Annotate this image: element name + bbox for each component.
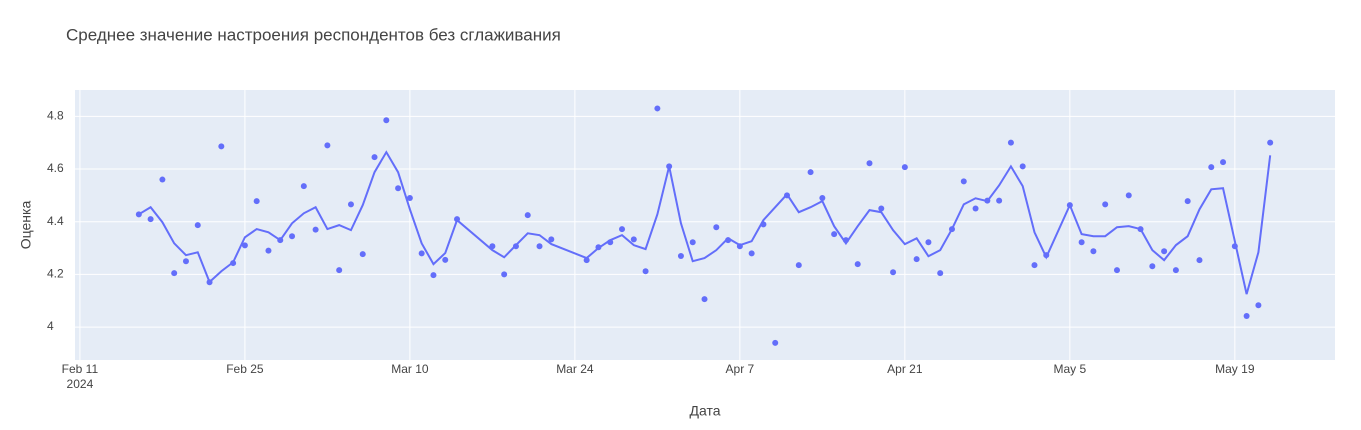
point (854, 261, 861, 268)
point (265, 247, 272, 254)
point (1184, 198, 1191, 205)
point (171, 270, 178, 277)
y-tick-label: 4.4 (47, 214, 64, 228)
point (1243, 313, 1250, 320)
point (324, 142, 331, 149)
point (925, 239, 932, 246)
point (772, 339, 779, 346)
point (713, 224, 720, 231)
y-tick-label: 4.6 (47, 161, 64, 175)
point (748, 250, 755, 257)
point (501, 271, 508, 278)
point (1078, 239, 1085, 246)
point (406, 195, 413, 201)
x-tick-year: 2024 (67, 377, 94, 391)
point (1125, 192, 1132, 199)
point (147, 216, 154, 223)
point (972, 205, 979, 212)
point (536, 243, 543, 250)
point (194, 222, 201, 229)
point (890, 269, 897, 276)
point (359, 251, 366, 258)
point (1161, 248, 1168, 255)
y-tick-label: 4.2 (47, 267, 64, 281)
chart-title: Среднее значение настроения респондентов… (66, 25, 561, 44)
point (913, 256, 920, 263)
point (241, 242, 248, 249)
x-tick-label: Apr 21 (887, 362, 923, 376)
point (430, 272, 437, 279)
point (383, 117, 390, 124)
point (1220, 159, 1227, 166)
point (996, 197, 1003, 204)
plot-area (75, 90, 1335, 360)
point (548, 236, 555, 243)
point (418, 250, 425, 257)
point (866, 160, 873, 167)
x-tick-label: Mar 10 (391, 362, 429, 376)
x-tick-label: Feb 11 (62, 362, 99, 376)
point (937, 270, 944, 277)
point (312, 226, 319, 233)
point (1019, 163, 1026, 170)
grid (75, 90, 1335, 360)
point (371, 154, 378, 161)
point (1172, 267, 1179, 274)
point (300, 183, 307, 190)
x-tick-label: Feb 25 (226, 362, 264, 376)
y-tick-label: 4 (47, 319, 54, 333)
x-axis-title: Дата (689, 403, 720, 419)
point (677, 252, 684, 259)
point (1149, 263, 1156, 270)
point (654, 105, 661, 112)
point (795, 262, 802, 269)
point (689, 239, 696, 246)
point (1196, 257, 1203, 264)
point (1090, 248, 1097, 255)
point (442, 256, 449, 263)
x-tick-label: May 19 (1215, 362, 1255, 376)
point (253, 198, 260, 205)
point (1113, 267, 1120, 274)
point (630, 236, 637, 243)
point (583, 257, 590, 264)
x-tick-label: Apr 7 (726, 362, 755, 376)
point (1031, 262, 1038, 269)
point (901, 164, 908, 171)
point (701, 296, 708, 303)
point (807, 169, 814, 176)
point (347, 201, 354, 208)
point (218, 143, 225, 150)
point (1267, 139, 1274, 146)
point (1007, 139, 1014, 146)
line (138, 150, 1272, 295)
point (831, 231, 838, 238)
point (642, 268, 649, 275)
point (159, 176, 166, 183)
point (336, 267, 343, 274)
marks (135, 105, 1274, 346)
point (619, 226, 626, 233)
point (878, 205, 885, 212)
point (182, 258, 189, 265)
x-tick-label: May 5 (1053, 362, 1086, 376)
point (960, 178, 967, 185)
point (819, 195, 826, 201)
point (524, 212, 531, 219)
point (1208, 164, 1215, 171)
y-axis-title: Оценка (18, 201, 34, 250)
y-tick-label: 4.8 (47, 109, 64, 123)
point (1255, 302, 1262, 309)
point (395, 185, 402, 192)
point (1102, 201, 1109, 208)
point (289, 233, 296, 240)
x-tick-label: Mar 24 (556, 362, 594, 376)
